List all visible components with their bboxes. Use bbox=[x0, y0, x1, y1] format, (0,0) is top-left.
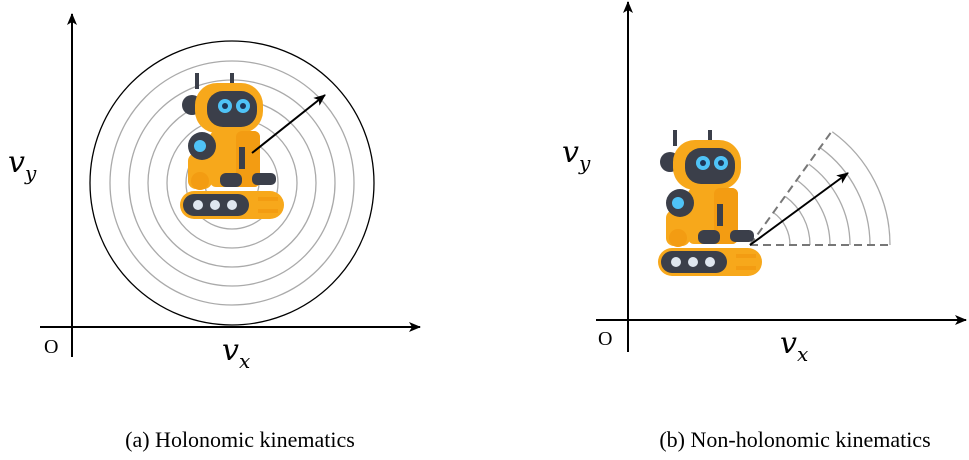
limit-line bbox=[750, 131, 832, 245]
robot bbox=[658, 130, 762, 276]
origin-label: O bbox=[598, 328, 612, 350]
x-axis-label: vx bbox=[780, 326, 808, 366]
velocity-arc bbox=[832, 132, 890, 245]
y-axis-label: vy bbox=[562, 135, 591, 175]
panel-a: vy vx O (a) Holonomic kinematics bbox=[8, 14, 420, 452]
velocity-arrow bbox=[750, 173, 848, 245]
origin-label: O bbox=[44, 336, 58, 358]
figure: vy vx O (a) Holonomic kinematics vy vx O… bbox=[0, 0, 969, 460]
caption: (a) Holonomic kinematics bbox=[125, 427, 355, 452]
x-axis-label: vx bbox=[222, 333, 250, 373]
robot bbox=[180, 73, 284, 219]
y-axis-label: vy bbox=[8, 145, 37, 185]
caption: (b) Non-holonomic kinematics bbox=[659, 427, 930, 452]
panel-b: vy vx O (b) Non-holonomic kinematics bbox=[562, 2, 966, 452]
